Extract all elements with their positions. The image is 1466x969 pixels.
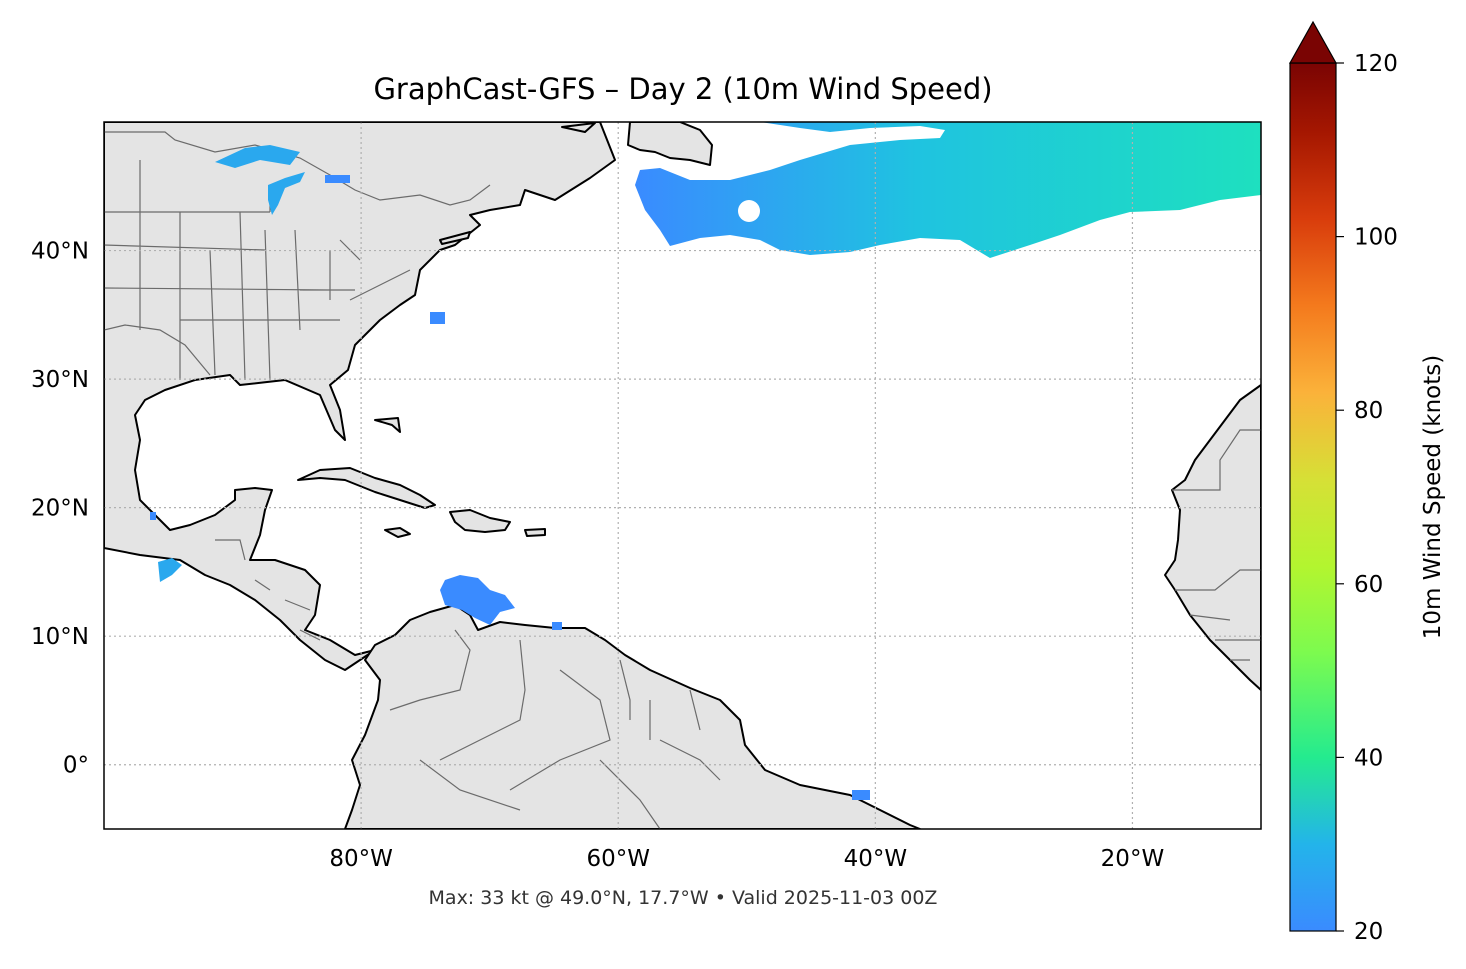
atlantic-speck-wind <box>430 312 445 324</box>
map-frame <box>103 121 1262 830</box>
colorbar-gradient-bar <box>1289 62 1337 932</box>
colorbar-tick-label: 120 <box>1354 51 1398 77</box>
colorbar-tick-label: 100 <box>1354 225 1398 251</box>
jamaica-island <box>384 527 411 538</box>
colorbar-label: 10m Wind Speed (knots) <box>1420 355 1446 639</box>
yucatan-wind <box>150 512 156 520</box>
hispaniola-island <box>449 509 511 533</box>
mexico-central-borders <box>215 539 321 641</box>
latitude-tick-label: 30°N <box>31 367 89 393</box>
colorbar-tick-label: 40 <box>1354 745 1383 771</box>
africa-borders <box>1172 429 1261 661</box>
cuba-island <box>297 467 436 509</box>
colorbar-extend-arrow <box>1288 20 1338 64</box>
latitude-tick-label: 0° <box>63 753 89 779</box>
max-wind-annotation: Max: 33 kt @ 49.0°N, 17.7°W • Valid 2025… <box>429 887 938 909</box>
bahamas-island <box>374 417 401 433</box>
longitude-tick-label: 60°W <box>586 846 650 872</box>
chart-title: GraphCast-GFS – Day 2 (10m Wind Speed) <box>373 72 992 106</box>
colorbar-tick-label: 60 <box>1354 572 1383 598</box>
longitude-tick-label: 20°W <box>1101 846 1165 872</box>
brazil-coast-wind <box>852 790 870 800</box>
longitude-tick-label: 80°W <box>329 846 393 872</box>
land-layer <box>104 122 1261 829</box>
colorbar-tick-label: 20 <box>1354 919 1383 945</box>
jet-calm-hole <box>738 200 760 222</box>
wind-overlay <box>150 122 1261 800</box>
south-america-borders <box>389 629 721 829</box>
newfoundland-island <box>627 122 713 166</box>
tehuantepec-wind <box>158 558 182 582</box>
latitude-tick-label: 40°N <box>31 239 89 265</box>
us-mexico-border <box>104 324 211 376</box>
africa-landmass <box>1164 384 1261 691</box>
lake-huron-wind <box>325 175 350 183</box>
latitude-tick-labels: 40°N 30°N 20°N 10°N 0° <box>31 239 89 779</box>
latitude-tick-label: 10°N <box>31 624 89 650</box>
colorbar-ticks: 20 40 60 80 100 120 <box>1336 51 1398 945</box>
longitude-tick-labels: 80°W 60°W 40°W 20°W <box>329 846 1164 872</box>
colorbar: 20 40 60 80 100 120 10m Wind Speed (knots) <box>1288 20 1446 945</box>
colorbar-tick-label: 80 <box>1354 398 1383 424</box>
trinidad-wind <box>552 622 562 630</box>
longitude-tick-label: 40°W <box>844 846 908 872</box>
long-island <box>439 231 471 245</box>
caribbean-jet <box>440 575 515 625</box>
north-atlantic-jet <box>635 122 1261 258</box>
latitude-tick-label: 20°N <box>31 496 89 522</box>
anticosti-island <box>561 122 596 133</box>
puerto-rico-island <box>524 528 546 537</box>
great-lakes-wind <box>215 145 305 215</box>
map-panel <box>104 122 1261 829</box>
